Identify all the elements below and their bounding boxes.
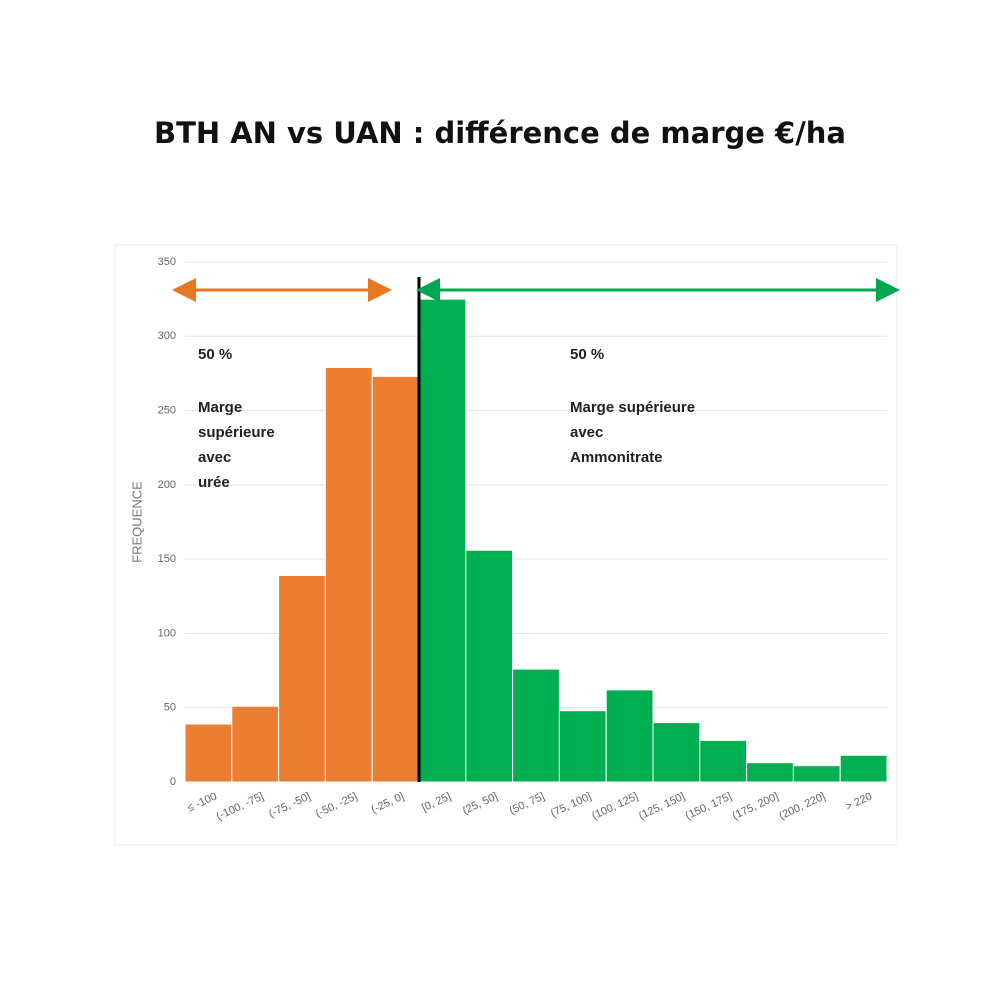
bar xyxy=(652,722,701,783)
x-tick-label: (50, 75] xyxy=(508,790,547,817)
y-axis-label: FREQUENCE xyxy=(129,481,144,563)
bar xyxy=(558,710,607,783)
x-tick-label: (175, 200] xyxy=(731,790,781,822)
bar xyxy=(699,739,748,783)
x-tick-label: (150, 175] xyxy=(684,790,734,822)
x-tick-label: (25, 50] xyxy=(461,790,500,817)
bar xyxy=(605,689,654,783)
x-tick-label: (75, 100] xyxy=(549,790,593,819)
chart-title: BTH AN vs UAN : différence de marge €/ha xyxy=(154,116,846,150)
bar xyxy=(278,574,326,783)
x-tick-label: (-25, 0] xyxy=(369,790,406,816)
y-tick-label: 50 xyxy=(164,702,176,714)
chart-panel xyxy=(114,244,898,846)
annotation: avec xyxy=(570,424,603,441)
x-tick-label: > 220 xyxy=(844,790,874,813)
y-tick-label: 200 xyxy=(158,479,176,491)
y-tick-label: 300 xyxy=(158,330,176,342)
x-tick-label: (-50, -25] xyxy=(314,790,360,820)
bar xyxy=(792,765,841,783)
bar xyxy=(418,298,467,783)
bar xyxy=(184,723,233,783)
x-tick-label: (-100, -75] xyxy=(215,790,266,822)
x-tick-label: (125, 150] xyxy=(637,790,687,822)
y-tick-label: 0 xyxy=(170,776,176,788)
bar xyxy=(746,762,794,783)
y-tick-label: 100 xyxy=(158,627,176,639)
bar xyxy=(371,375,420,783)
x-tick-label: (-75, -50] xyxy=(267,790,313,820)
x-tick-label: (200, 220] xyxy=(777,790,827,822)
annotation: Ammonitrate xyxy=(570,449,663,466)
annotation: supérieure xyxy=(198,424,275,441)
bar xyxy=(839,754,888,783)
bar xyxy=(231,705,280,783)
bar xyxy=(465,549,514,783)
annotation: 50 % xyxy=(570,346,604,363)
bar xyxy=(324,366,373,783)
x-tick-label: [0, 25] xyxy=(420,790,453,814)
y-tick-label: 350 xyxy=(158,256,176,268)
bar xyxy=(512,668,560,783)
y-tick-label: 150 xyxy=(158,553,176,565)
annotation: avec xyxy=(198,449,231,466)
x-tick-label: ≤ -100 xyxy=(186,790,219,814)
annotation: 50 % xyxy=(198,346,232,363)
annotation: Marge xyxy=(198,399,242,416)
annotation: Marge supérieure xyxy=(570,399,695,416)
annotation: urée xyxy=(198,474,230,491)
y-tick-label: 250 xyxy=(158,404,176,416)
x-tick-label: (100, 125] xyxy=(590,790,640,822)
